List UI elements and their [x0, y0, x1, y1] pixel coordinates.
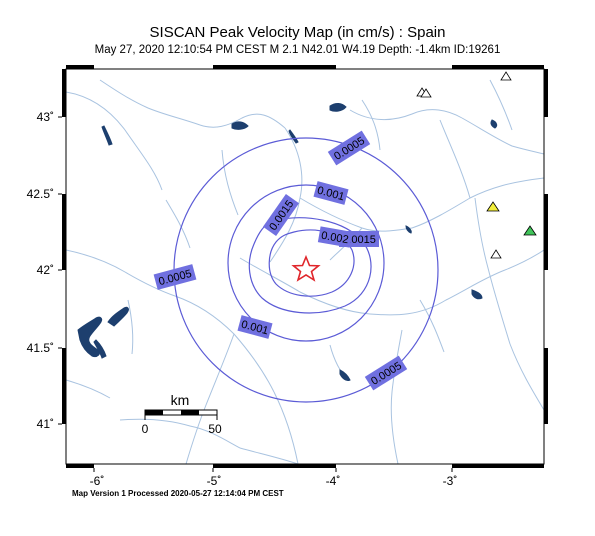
- station-triangle-icon: [420, 88, 432, 98]
- station-triangle-icon: [500, 71, 512, 81]
- map-border: [62, 65, 548, 468]
- lon-tick-label: -6˚: [90, 474, 105, 488]
- contour-0.001: [227, 184, 385, 342]
- lat-tick-label: 42˚: [37, 263, 54, 277]
- contour-0.0015: [248, 217, 372, 314]
- lakes: [77, 103, 498, 381]
- lon-tick-label: -5˚: [207, 474, 222, 488]
- map-area: 0.0005 0.0005 0.0005 0.001 0.001 0.0015: [66, 69, 544, 464]
- lat-tick-labels: 43˚ 42.5˚ 42˚ 41.5˚ 41˚: [27, 110, 54, 431]
- lon-tick-label: -4˚: [326, 474, 341, 488]
- rivers: [66, 79, 544, 464]
- lon-tick-labels: -6˚ -5˚ -4˚ -3˚: [90, 474, 458, 488]
- scale-bar: km 0 50: [142, 392, 222, 436]
- lat-tick-label: 43˚: [37, 110, 54, 124]
- map-subtitle: May 27, 2020 12:10:54 PM CEST M 2.1 N42.…: [94, 44, 501, 56]
- station-triangle-icon: [490, 249, 502, 259]
- map-title: SISCAN Peak Velocity Map (in cm/s) : Spa…: [149, 24, 446, 41]
- lat-tick-label: 41˚: [37, 417, 54, 431]
- contour-label-0.002: 0.002: [317, 226, 353, 248]
- scale-bar-end-label: 50: [208, 422, 222, 436]
- lon-tick-label: -3˚: [443, 474, 458, 488]
- station-triangle-icon: [486, 201, 500, 212]
- epicenter-star-icon: [291, 254, 321, 282]
- lat-tick-label: 42.5˚: [27, 187, 54, 201]
- tick-marks: [58, 116, 453, 472]
- map-footer: Map Version 1 Processed 2020-05-27 12:14…: [72, 489, 284, 498]
- scale-bar-unit: km: [171, 392, 190, 408]
- svg-text:0.002: 0.002: [320, 230, 349, 247]
- stations: [416, 71, 537, 259]
- contour-label-0.001-top: 0.001: [313, 181, 349, 205]
- scale-bar-start-label: 0: [142, 422, 149, 436]
- station-triangle-icon: [523, 225, 537, 236]
- lat-tick-label: 41.5˚: [27, 341, 54, 355]
